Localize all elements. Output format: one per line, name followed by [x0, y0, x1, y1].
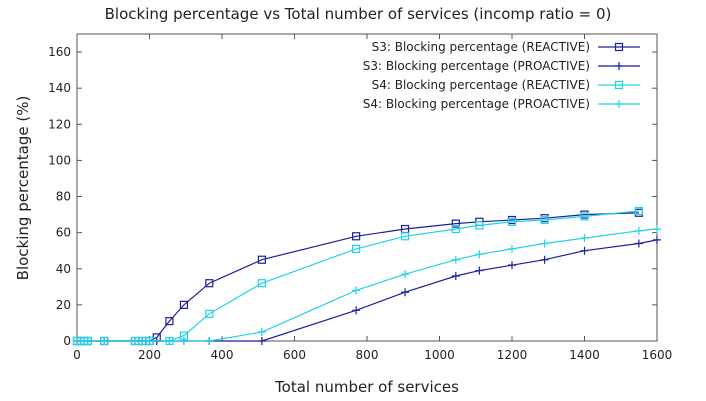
- data-point-plus: [634, 226, 643, 235]
- data-point-plus: [257, 327, 266, 336]
- data-point-plus: [401, 288, 410, 297]
- data-point-plus: [508, 261, 516, 270]
- axis-ticks: 0 200 400 600 800 1000 1200 1400 1600 0 20 40 60 80 10…: [48, 34, 672, 362]
- data-point-plus: [138, 337, 147, 345]
- legend-label: S4: Blocking percentage (REACTIVE): [372, 78, 590, 92]
- x-tick-label: 1600: [642, 348, 673, 362]
- y-tick-label: 60: [56, 226, 71, 240]
- data-point-square: [352, 244, 361, 253]
- x-tick-label: 1000: [424, 348, 455, 362]
- y-tick-label: 40: [56, 262, 71, 276]
- series-2: [73, 235, 661, 345]
- series-layer: [72, 206, 661, 346]
- data-point-plus: [634, 239, 643, 248]
- x-tick-label: 800: [356, 348, 379, 362]
- series-line: [77, 210, 639, 342]
- series-1: [72, 208, 643, 346]
- data-point-square: [475, 221, 484, 230]
- y-tick-label: 20: [56, 298, 71, 312]
- data-point-plus: [165, 337, 174, 345]
- data-point-plus: [580, 246, 589, 255]
- data-point-plus: [257, 337, 266, 345]
- data-point-plus: [540, 255, 549, 264]
- y-tick-label: 80: [56, 190, 71, 204]
- data-point-plus: [540, 239, 549, 248]
- series-line: [77, 212, 639, 342]
- data-point-plus: [83, 337, 92, 345]
- x-tick-label: 0: [73, 348, 81, 362]
- data-point-square: [614, 42, 624, 52]
- data-point-square: [580, 212, 589, 221]
- x-tick-label: 200: [138, 348, 161, 362]
- data-point-square: [179, 300, 189, 309]
- y-axis-title: Blocking percentage (%): [14, 96, 32, 281]
- data-point-plus: [475, 266, 484, 275]
- data-point-plus: [451, 271, 460, 280]
- data-point-square: [540, 215, 549, 225]
- data-point-square: [205, 279, 214, 288]
- series-3: [72, 206, 643, 346]
- data-point-plus: [580, 234, 589, 243]
- legend-label: S3: Blocking percentage (PROACTIVE): [363, 59, 590, 73]
- y-tick-label: 0: [63, 334, 71, 348]
- data-point-square: [451, 224, 460, 234]
- data-point-plus: [401, 270, 410, 279]
- data-point-plus: [451, 255, 460, 264]
- data-point-square: [205, 309, 214, 319]
- x-tick-label: 1400: [569, 348, 600, 362]
- legend-label: S3: Blocking percentage (REACTIVE): [372, 40, 590, 54]
- data-point-square: [451, 219, 460, 228]
- x-tick-label: 400: [211, 348, 234, 362]
- chart-title: Blocking percentage vs Total number of s…: [105, 5, 612, 23]
- data-point-plus: [179, 337, 188, 345]
- data-point-plus: [145, 337, 154, 345]
- data-point-plus: [352, 306, 361, 315]
- data-point-plus: [508, 244, 516, 253]
- data-point-square: [352, 232, 361, 241]
- data-point-plus: [131, 337, 139, 345]
- legend-label: S4: Blocking percentage (PROACTIVE): [363, 97, 590, 111]
- y-tick-label: 160: [48, 45, 71, 59]
- data-point-plus: [100, 337, 109, 345]
- y-tick-label: 140: [48, 81, 71, 95]
- data-point-plus: [615, 62, 623, 70]
- data-point-plus: [653, 225, 661, 234]
- y-tick-label: 100: [48, 153, 71, 167]
- x-axis-title: Total number of services: [274, 378, 459, 396]
- data-point-plus: [615, 100, 623, 108]
- data-point-square: [400, 232, 410, 241]
- series-line: [77, 239, 658, 342]
- data-point-plus: [205, 337, 214, 345]
- x-tick-label: 1200: [497, 348, 528, 362]
- data-point-plus: [352, 286, 361, 295]
- data-point-square: [634, 206, 643, 216]
- data-point-square: [614, 80, 624, 90]
- data-point-square: [257, 279, 266, 288]
- data-point-plus: [653, 235, 661, 244]
- data-point-square: [165, 317, 174, 326]
- series-4: [73, 225, 661, 345]
- data-point-plus: [475, 250, 484, 259]
- data-point-square: [257, 255, 266, 264]
- legend: S3: Blocking percentage (REACTIVE) S3: Bl…: [363, 40, 640, 111]
- x-tick-label: 600: [283, 348, 306, 362]
- data-point-square: [507, 217, 517, 226]
- y-tick-label: 120: [48, 117, 71, 131]
